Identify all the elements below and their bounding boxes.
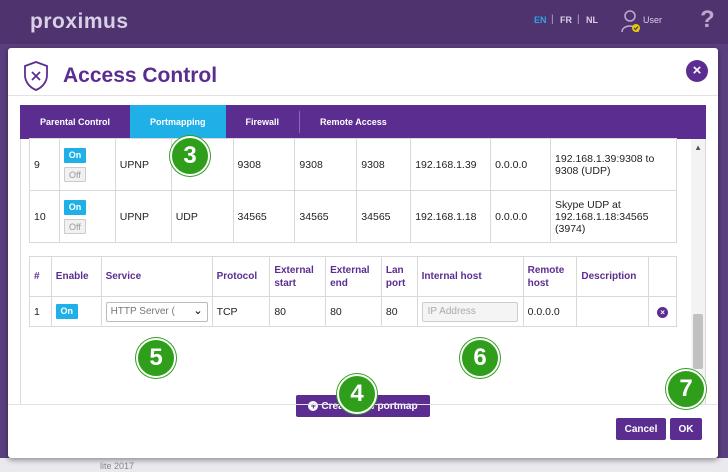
header-remote-host: Remote host	[522, 256, 578, 297]
internal-host-cell: 192.168.1.39	[410, 138, 492, 191]
user-icon[interactable]	[620, 8, 642, 34]
background-snippet: lite 2017	[100, 461, 135, 471]
scrollbar[interactable]: ▲ ▼	[691, 139, 705, 404]
description-cell: 192.168.1.39:9308 to 9308 (UDP)	[550, 138, 677, 191]
lan-port-cell: 9308	[356, 138, 412, 191]
internal-host-cell: IP Address	[416, 296, 524, 327]
remote-host-cell: 0.0.0.0	[490, 190, 552, 243]
external-start-cell[interactable]: 80	[269, 296, 327, 327]
enable-cell: On Off	[58, 190, 116, 243]
close-icon[interactable]: ×	[686, 60, 708, 82]
header-num: #	[29, 256, 52, 297]
service-cell: UPNP	[114, 138, 172, 191]
table-row: 10 On Off UPNP UDP 34565 34565 34565 192…	[29, 190, 677, 243]
enable-cell: On	[50, 296, 102, 327]
actions-cell: ×	[648, 296, 677, 327]
user-label[interactable]: User	[643, 15, 663, 25]
tab-firewall[interactable]: Firewall	[245, 117, 280, 127]
shield-icon	[24, 61, 48, 91]
header-internal-host: Internal host	[416, 256, 524, 297]
service-select[interactable]: HTTP Server ( ⌄	[105, 301, 208, 322]
new-portmap-table: # Enable Service Protocol External start…	[29, 256, 677, 327]
scroll-up-icon[interactable]: ▲	[694, 143, 702, 152]
header-description: Description	[576, 256, 650, 297]
internal-host-input[interactable]: IP Address	[421, 301, 518, 322]
on-button[interactable]: On	[55, 304, 78, 319]
header-external-end: External end	[325, 256, 382, 297]
existing-portmap-table: 9 On Off UPNP 9308 9308 9308 192.168.1.3…	[29, 138, 677, 243]
chevron-down-icon[interactable]: ⌄	[193, 304, 203, 317]
plus-icon: +	[308, 401, 319, 411]
step-marker-4: 4	[337, 374, 377, 414]
external-end-cell: 9308	[294, 138, 358, 191]
step-marker-5: 5	[136, 338, 176, 378]
ok-button[interactable]: OK	[670, 418, 702, 440]
tab-separator	[299, 111, 301, 133]
tab-portmapping[interactable]: Portmapping	[130, 105, 226, 139]
header-external-start: External start	[269, 256, 327, 297]
tab-remote-access[interactable]: Remote Access	[320, 117, 387, 127]
lang-fr[interactable]: FR	[560, 15, 572, 25]
lang-separator: |	[551, 14, 554, 25]
on-button[interactable]: On	[63, 199, 86, 215]
header-enable: Enable	[50, 256, 102, 297]
help-icon[interactable]: ?	[700, 6, 715, 33]
off-button[interactable]: Off	[63, 218, 86, 234]
off-button[interactable]: Off	[63, 166, 86, 182]
service-cell: UPNP	[114, 190, 172, 243]
service-cell: HTTP Server ( ⌄	[100, 296, 213, 327]
step-marker-3: 3	[170, 136, 210, 176]
remote-host-cell[interactable]: 0.0.0.0	[522, 296, 578, 327]
header-actions	[648, 256, 677, 297]
header-divider	[8, 95, 718, 96]
protocol-cell[interactable]: TCP	[211, 296, 271, 327]
table-row: 1 On HTTP Server ( ⌄ TCP 80 80 80 IP Add…	[29, 296, 677, 327]
tab-bar: Parental Control Portmapping Firewall Re…	[20, 105, 706, 139]
external-end-cell[interactable]: 80	[325, 296, 382, 327]
lan-port-cell[interactable]: 80	[380, 296, 418, 327]
external-start-cell: 34565	[232, 190, 296, 243]
external-start-cell: 9308	[232, 138, 296, 191]
description-cell: Skype UDP at 192.168.1.18:34565 (3974)	[550, 190, 677, 243]
row-number: 9	[29, 138, 60, 191]
internal-host-cell: 192.168.1.18	[410, 190, 492, 243]
row-number: 10	[29, 190, 60, 243]
header-lan-port: Lan port	[380, 256, 418, 297]
lang-en[interactable]: EN	[534, 15, 547, 25]
remove-row-icon[interactable]: ×	[657, 306, 669, 318]
header-service: Service	[100, 256, 213, 297]
protocol-cell: UDP	[170, 190, 234, 243]
tab-parental-control[interactable]: Parental Control	[40, 117, 111, 127]
lang-nl[interactable]: NL	[586, 15, 598, 25]
table-row: 9 On Off UPNP 9308 9308 9308 192.168.1.3…	[29, 138, 677, 191]
background-page	[0, 458, 728, 472]
remote-host-cell: 0.0.0.0	[490, 138, 552, 191]
cancel-button[interactable]: Cancel	[616, 418, 666, 440]
header-protocol: Protocol	[211, 256, 271, 297]
description-cell[interactable]	[576, 296, 650, 327]
step-marker-6: 6	[460, 338, 500, 378]
on-button[interactable]: On	[63, 147, 86, 163]
lang-separator: |	[577, 14, 580, 25]
top-bar: proximus EN | FR | NL User ?	[0, 0, 728, 44]
enable-cell: On Off	[58, 138, 116, 191]
service-selected-value: HTTP Server (	[110, 305, 175, 317]
lan-port-cell: 34565	[356, 190, 412, 243]
row-number: 1	[29, 296, 52, 327]
modal-title: Access Control	[63, 64, 218, 87]
portmap-content: ▲ ▼ 9 On Off UPNP 9308 9308 9308	[20, 138, 706, 417]
scroll-thumb[interactable]	[693, 314, 703, 369]
external-end-cell: 34565	[294, 190, 358, 243]
step-marker-7: 7	[666, 369, 706, 409]
proximus-logo[interactable]: proximus	[30, 10, 129, 33]
table-header-row: # Enable Service Protocol External start…	[29, 256, 677, 297]
